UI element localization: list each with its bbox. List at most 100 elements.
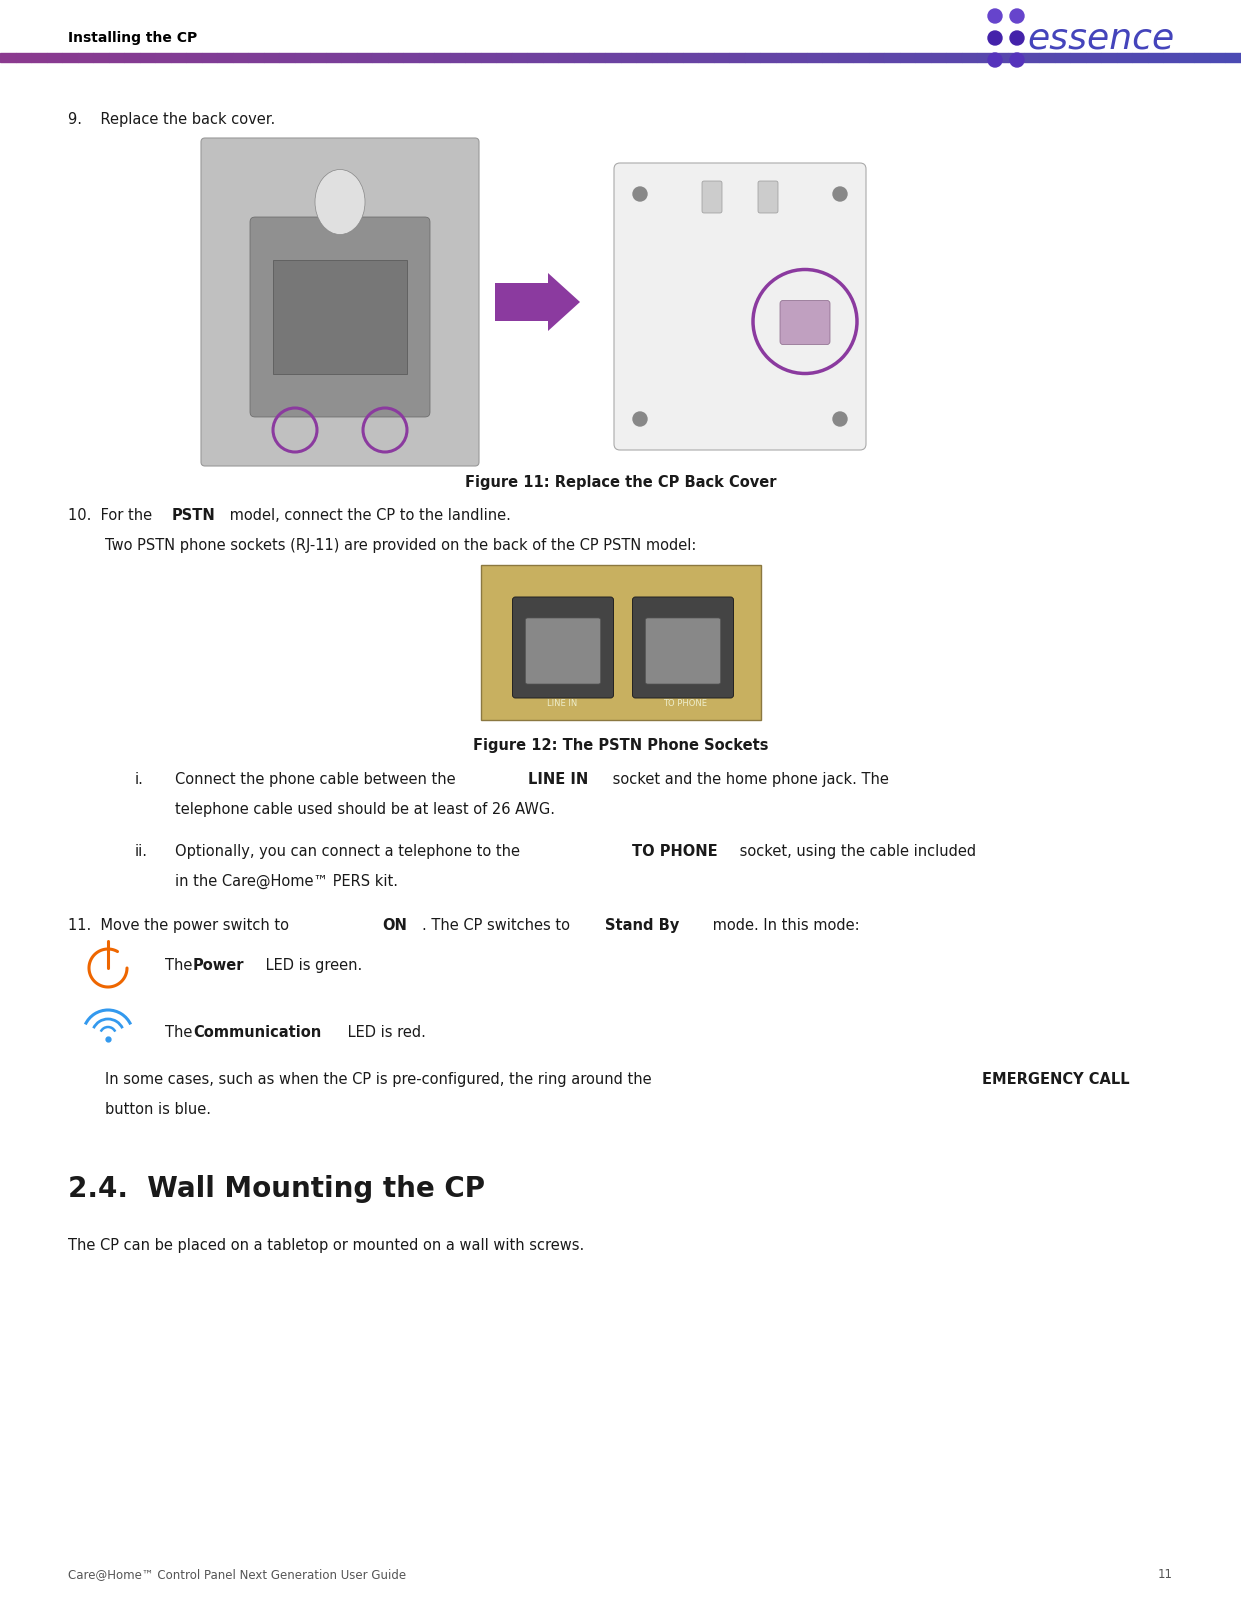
Bar bbox=[1148, 53, 1164, 63]
Circle shape bbox=[1010, 53, 1024, 67]
Bar bbox=[916, 53, 931, 63]
Bar bbox=[962, 53, 977, 63]
Text: TO PHONE: TO PHONE bbox=[664, 699, 707, 709]
Bar bbox=[1210, 53, 1225, 63]
Text: Optionally, you can connect a telephone to the: Optionally, you can connect a telephone … bbox=[175, 845, 525, 859]
Bar bbox=[854, 53, 869, 63]
Bar bbox=[728, 53, 745, 63]
Text: socket, using the cable included: socket, using the cable included bbox=[735, 845, 977, 859]
Text: ON: ON bbox=[382, 919, 407, 933]
Bar bbox=[637, 53, 652, 63]
Circle shape bbox=[833, 412, 848, 426]
Circle shape bbox=[833, 188, 848, 200]
FancyBboxPatch shape bbox=[645, 619, 721, 684]
FancyBboxPatch shape bbox=[525, 619, 601, 684]
Bar bbox=[838, 53, 854, 63]
Bar bbox=[233, 53, 248, 63]
Text: TO PHONE: TO PHONE bbox=[632, 845, 717, 859]
Bar bbox=[1102, 53, 1117, 63]
Bar bbox=[807, 53, 823, 63]
Bar bbox=[745, 53, 759, 63]
Bar bbox=[387, 53, 403, 63]
Bar bbox=[884, 53, 900, 63]
FancyBboxPatch shape bbox=[201, 138, 479, 466]
Text: LED is green.: LED is green. bbox=[261, 959, 362, 973]
Circle shape bbox=[1010, 30, 1024, 45]
Text: i.: i. bbox=[135, 773, 144, 787]
Bar bbox=[1179, 53, 1194, 63]
Ellipse shape bbox=[315, 170, 365, 234]
Text: The: The bbox=[165, 1024, 197, 1040]
Bar bbox=[620, 53, 637, 63]
Circle shape bbox=[633, 188, 647, 200]
Bar bbox=[372, 53, 387, 63]
Bar bbox=[993, 53, 1009, 63]
Circle shape bbox=[988, 53, 1001, 67]
Text: Communication: Communication bbox=[194, 1024, 321, 1040]
Bar bbox=[434, 53, 450, 63]
Text: EMERGENCY CALL: EMERGENCY CALL bbox=[982, 1072, 1129, 1087]
Text: Installing the CP: Installing the CP bbox=[68, 30, 197, 45]
Bar bbox=[759, 53, 776, 63]
Text: essence: essence bbox=[1028, 21, 1174, 55]
Bar bbox=[109, 53, 124, 63]
Text: model, connect the CP to the landline.: model, connect the CP to the landline. bbox=[225, 508, 511, 523]
Bar bbox=[47, 53, 62, 63]
Bar bbox=[699, 53, 714, 63]
FancyArrow shape bbox=[495, 273, 580, 330]
Bar bbox=[248, 53, 264, 63]
Bar bbox=[1055, 53, 1071, 63]
FancyBboxPatch shape bbox=[273, 260, 407, 373]
Bar bbox=[869, 53, 885, 63]
Bar bbox=[776, 53, 792, 63]
Text: 9.    Replace the back cover.: 9. Replace the back cover. bbox=[68, 112, 276, 127]
Bar bbox=[279, 53, 295, 63]
Bar bbox=[1040, 53, 1055, 63]
FancyBboxPatch shape bbox=[614, 164, 866, 450]
Bar bbox=[217, 53, 233, 63]
Bar bbox=[527, 53, 544, 63]
Text: in the Care@Home™ PERS kit.: in the Care@Home™ PERS kit. bbox=[175, 874, 398, 890]
Text: In some cases, such as when the CP is pre-configured, the ring around the: In some cases, such as when the CP is pr… bbox=[105, 1072, 656, 1087]
Circle shape bbox=[988, 30, 1001, 45]
FancyBboxPatch shape bbox=[633, 596, 733, 697]
FancyBboxPatch shape bbox=[513, 596, 613, 697]
Bar bbox=[449, 53, 465, 63]
Bar bbox=[418, 53, 434, 63]
Bar bbox=[604, 53, 620, 63]
Bar bbox=[264, 53, 279, 63]
Text: telephone cable used should be at least of 26 AWG.: telephone cable used should be at least … bbox=[175, 802, 555, 818]
Bar bbox=[480, 564, 761, 720]
Bar bbox=[1008, 53, 1024, 63]
Bar bbox=[15, 53, 31, 63]
Text: LINE IN: LINE IN bbox=[527, 773, 588, 787]
Bar bbox=[822, 53, 838, 63]
Bar bbox=[139, 53, 155, 63]
Bar bbox=[714, 53, 728, 63]
FancyBboxPatch shape bbox=[758, 181, 778, 213]
Bar bbox=[1225, 53, 1241, 63]
Bar bbox=[900, 53, 915, 63]
Text: LINE IN: LINE IN bbox=[547, 699, 577, 709]
Bar bbox=[573, 53, 589, 63]
Bar bbox=[1024, 53, 1040, 63]
Text: 2.4.  Wall Mounting the CP: 2.4. Wall Mounting the CP bbox=[68, 1175, 485, 1202]
Bar bbox=[1070, 53, 1086, 63]
Bar bbox=[93, 53, 109, 63]
Bar bbox=[1164, 53, 1179, 63]
Text: The: The bbox=[165, 959, 197, 973]
Circle shape bbox=[633, 412, 647, 426]
Bar bbox=[1133, 53, 1148, 63]
Bar bbox=[325, 53, 341, 63]
Bar bbox=[124, 53, 139, 63]
Text: mode. In this mode:: mode. In this mode: bbox=[709, 919, 860, 933]
Bar bbox=[155, 53, 170, 63]
Bar bbox=[558, 53, 575, 63]
FancyBboxPatch shape bbox=[249, 216, 429, 417]
Bar bbox=[1086, 53, 1102, 63]
Text: 10.  For the: 10. For the bbox=[68, 508, 156, 523]
Bar bbox=[978, 53, 993, 63]
Bar bbox=[652, 53, 668, 63]
Bar bbox=[295, 53, 310, 63]
FancyBboxPatch shape bbox=[781, 300, 830, 345]
